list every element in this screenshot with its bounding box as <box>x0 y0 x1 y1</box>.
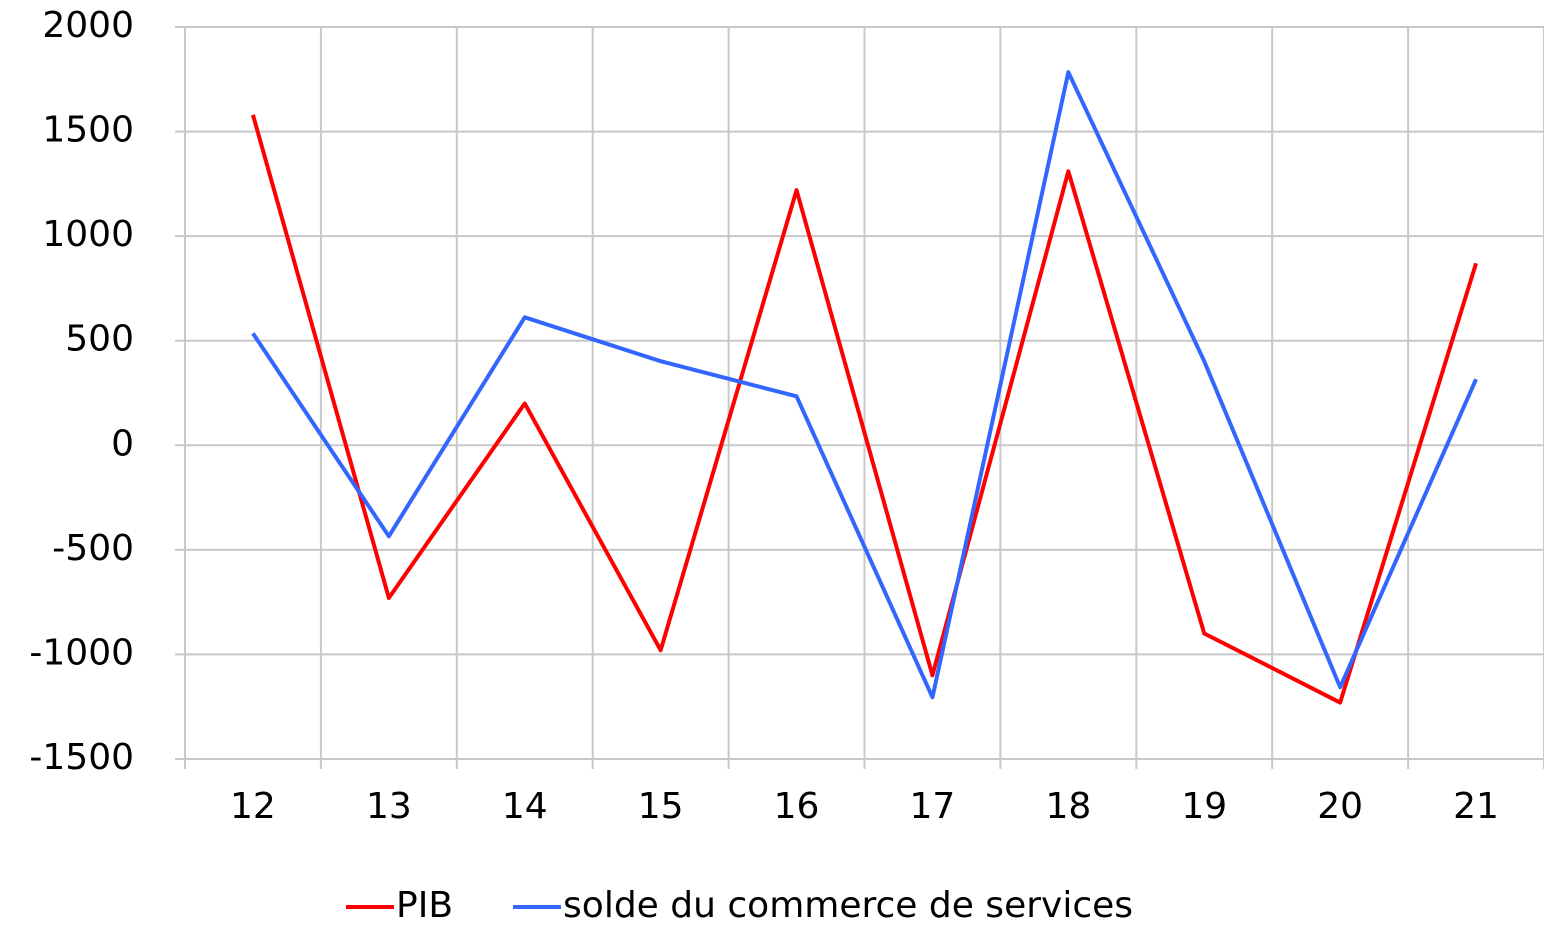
x-tick-label: 12 <box>230 786 276 827</box>
x-tick-label: 17 <box>910 786 956 827</box>
y-tick-label: 0 <box>111 423 134 464</box>
x-tick-label: 20 <box>1317 786 1363 827</box>
series-line <box>251 70 1478 700</box>
y-tick-label: 500 <box>65 319 134 360</box>
y-tick-label: 2000 <box>42 5 134 46</box>
y-tick-label: -1000 <box>29 632 134 673</box>
x-tick-label: 13 <box>366 786 412 827</box>
legend-label: solde du commerce de services <box>563 885 1133 926</box>
x-tick-label: 15 <box>638 786 684 827</box>
x-tick-label: 21 <box>1453 786 1499 827</box>
series-line <box>251 114 1478 705</box>
x-tick-label: 19 <box>1181 786 1227 827</box>
y-tick-label: 1000 <box>42 214 134 255</box>
x-tick-label: 18 <box>1045 786 1091 827</box>
y-tick-label: -500 <box>52 528 134 569</box>
legend: PIB solde du commerce de services <box>346 885 1133 926</box>
legend-label: PIB <box>396 885 453 926</box>
y-tick-label: -1500 <box>29 737 134 778</box>
y-tick-label: 1500 <box>42 110 134 151</box>
x-tick-label: 14 <box>502 786 548 827</box>
x-tick-label: 16 <box>774 786 820 827</box>
